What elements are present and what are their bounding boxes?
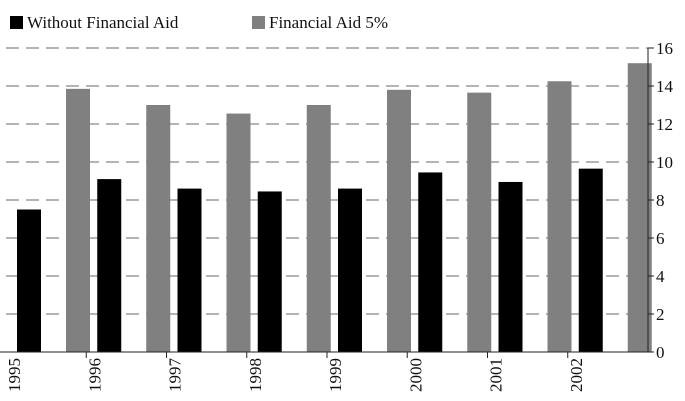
bar-without-aid (338, 188, 362, 352)
bar-financial-aid (306, 105, 331, 352)
y-tick-label: 16 (656, 39, 673, 58)
legend-label-financial-aid: Financial Aid 5% (269, 13, 388, 32)
bar-without-aid (97, 179, 122, 352)
legend: Without Financial Aid Financial Aid 5% (10, 13, 388, 32)
x-axis-ticks: 1995 1996 1997 1998 1999 2000 2001 2002 (5, 352, 586, 392)
bar-financial-aid (66, 88, 90, 352)
x-tick-label: 2002 (567, 358, 586, 392)
legend-label-without-aid: Without Financial Aid (27, 13, 179, 32)
bar-financial-aid (146, 105, 171, 352)
y-tick-label: 10 (656, 153, 673, 172)
x-tick-label: 1999 (326, 358, 345, 392)
y-tick-label: 6 (656, 229, 665, 248)
bar-financial-aid (226, 113, 251, 352)
legend-item-financial-aid: Financial Aid 5% (252, 13, 388, 32)
bar-without-aid (498, 181, 523, 352)
y-tick-label: 14 (656, 77, 674, 96)
x-tick-label: 1998 (246, 358, 265, 392)
y-tick-label: 2 (656, 305, 665, 324)
bar-without-aid (257, 191, 282, 352)
x-tick-label: 1997 (166, 358, 185, 393)
bar-without-aid (17, 209, 41, 352)
x-tick-label: 1996 (85, 358, 104, 392)
x-tick-label: 1995 (5, 358, 24, 392)
x-tick-label: 2001 (487, 358, 506, 392)
bar-financial-aid (547, 81, 572, 352)
bar-without-aid (177, 188, 202, 352)
y-tick-label: 8 (656, 191, 665, 210)
y-tick-label: 4 (656, 267, 665, 286)
legend-swatch-financial-aid (252, 16, 265, 29)
legend-swatch-without-aid (10, 16, 23, 29)
bar-financial-aid (467, 92, 492, 353)
bar-without-aid (578, 168, 603, 352)
bar-without-aid (418, 172, 443, 352)
y-tick-label: 0 (656, 343, 665, 362)
bars (17, 63, 652, 353)
y-axis-ticks: 0 2 4 6 8 10 12 14 16 (648, 39, 674, 362)
y-tick-label: 12 (656, 115, 673, 134)
x-tick-label: 2000 (406, 358, 425, 392)
bar-financial-aid (387, 89, 411, 353)
legend-item-without-aid: Without Financial Aid (10, 13, 179, 32)
